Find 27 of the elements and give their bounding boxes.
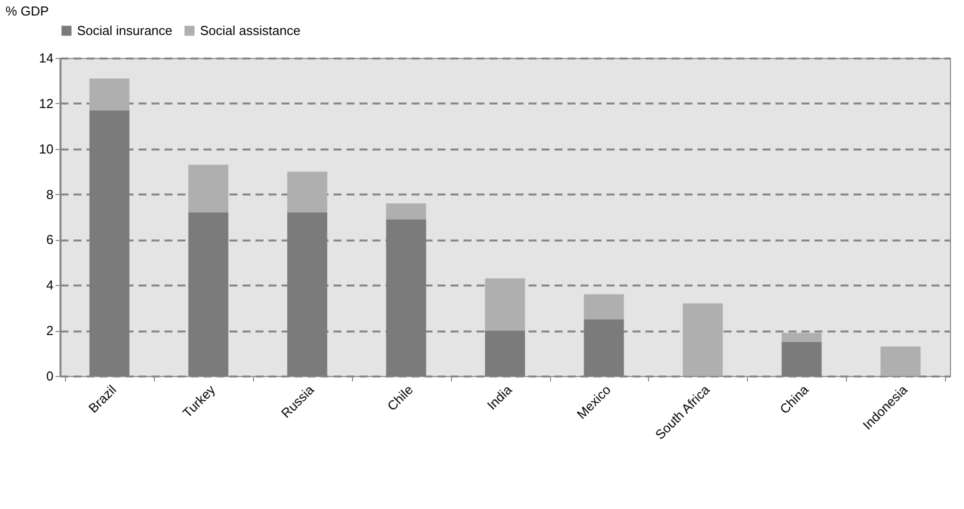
bar (188, 164, 228, 212)
legend-label: Social assistance (200, 22, 300, 38)
bar (782, 332, 822, 342)
bar (89, 78, 130, 110)
bar (89, 110, 130, 376)
y-tick-label: 10 (39, 141, 54, 156)
y-tick-label: 4 (46, 278, 54, 293)
y-tick-label: 14 (39, 50, 54, 66)
y-tick-label: 12 (39, 96, 54, 111)
bar (485, 278, 525, 331)
bar (584, 319, 624, 376)
y-tick-label: 0 (46, 368, 54, 384)
legend-label: Social insurance (77, 22, 172, 38)
bar (584, 294, 624, 320)
y-tick-label: 2 (46, 323, 54, 338)
y-tick-label: 6 (46, 232, 54, 248)
y-tick-label: 8 (46, 186, 54, 202)
bar (782, 342, 822, 376)
bar (485, 330, 525, 376)
bar (287, 172, 328, 212)
y-axis-title: % GDP (6, 4, 49, 18)
bar (880, 346, 921, 376)
bar (287, 212, 328, 376)
bar (386, 203, 426, 220)
bar (682, 303, 723, 376)
bar (386, 219, 426, 376)
bar (188, 212, 228, 376)
